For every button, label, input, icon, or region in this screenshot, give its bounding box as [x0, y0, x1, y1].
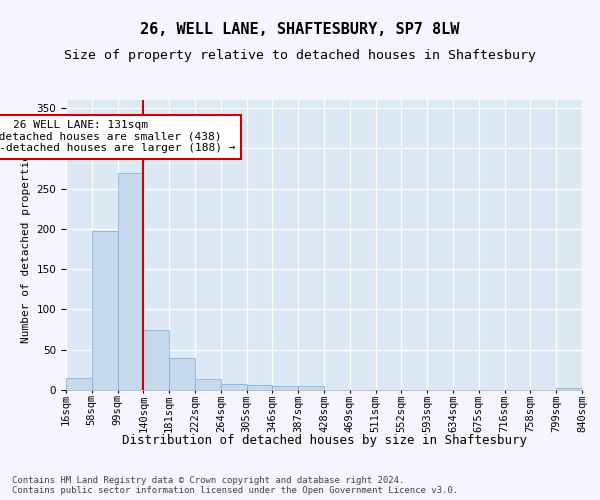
X-axis label: Distribution of detached houses by size in Shaftesbury: Distribution of detached houses by size … [121, 434, 527, 448]
Bar [118, 172, 143, 390]
Bar [556, 388, 582, 390]
Text: 26, WELL LANE, SHAFTESBURY, SP7 8LW: 26, WELL LANE, SHAFTESBURY, SP7 8LW [140, 22, 460, 38]
Bar [221, 384, 247, 390]
Bar [66, 378, 92, 390]
Bar [298, 386, 324, 390]
Bar [247, 385, 272, 390]
Bar [143, 330, 169, 390]
Y-axis label: Number of detached properties: Number of detached properties [21, 147, 31, 343]
Bar [272, 386, 298, 390]
Text: Size of property relative to detached houses in Shaftesbury: Size of property relative to detached ho… [64, 48, 536, 62]
Text: Contains HM Land Registry data © Crown copyright and database right 2024.
Contai: Contains HM Land Registry data © Crown c… [12, 476, 458, 495]
Bar [195, 378, 221, 390]
Bar [92, 230, 118, 390]
Bar [169, 358, 195, 390]
Text: 26 WELL LANE: 131sqm
← 69% of detached houses are smaller (438)
30% of semi-deta: 26 WELL LANE: 131sqm ← 69% of detached h… [0, 120, 235, 154]
